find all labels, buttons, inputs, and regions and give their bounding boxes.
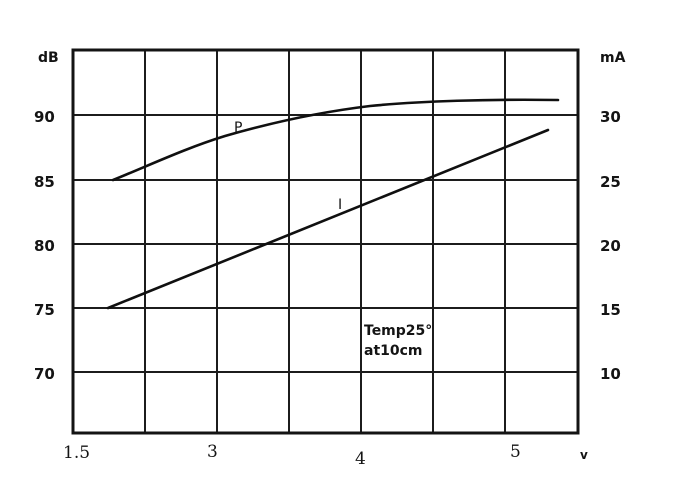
- right-axis-tick-label: 20: [600, 237, 621, 255]
- horizontal-gridlines: [73, 114, 578, 373]
- x-axis-unit-label: v: [580, 448, 588, 462]
- right-axis-tick-label: 15: [600, 301, 621, 319]
- annotation-temperature: Temp25°: [364, 323, 432, 339]
- right-axis-unit-label: mA: [600, 50, 626, 66]
- right-axis-tick-label: 25: [600, 173, 621, 191]
- vertical-gridlines: [144, 50, 506, 433]
- left-axis-tick-label: 75: [34, 301, 55, 319]
- plot-frame: [71, 48, 580, 435]
- series-curve-i: [106, 128, 550, 310]
- left-axis-unit-label: dB: [38, 50, 59, 66]
- series-label-i: I: [338, 197, 342, 213]
- left-axis-tick-label: 70: [34, 365, 55, 383]
- annotation-distance: at10cm: [364, 343, 423, 359]
- x-axis-tick-label: 4: [355, 449, 366, 469]
- left-axis-tick-label: 80: [34, 237, 55, 255]
- left-axis-tick-label: 90: [34, 108, 55, 126]
- right-axis-tick-label: 30: [600, 108, 621, 126]
- x-axis-tick-label: 5: [510, 442, 521, 462]
- series-curve-p: [111, 98, 560, 182]
- series-label-p: P: [234, 120, 242, 136]
- x-axis-tick-label: 1.5: [63, 443, 90, 463]
- left-axis-tick-label: 85: [34, 173, 55, 191]
- right-axis-tick-label: 10: [600, 365, 621, 383]
- x-axis-tick-label: 3: [207, 442, 218, 462]
